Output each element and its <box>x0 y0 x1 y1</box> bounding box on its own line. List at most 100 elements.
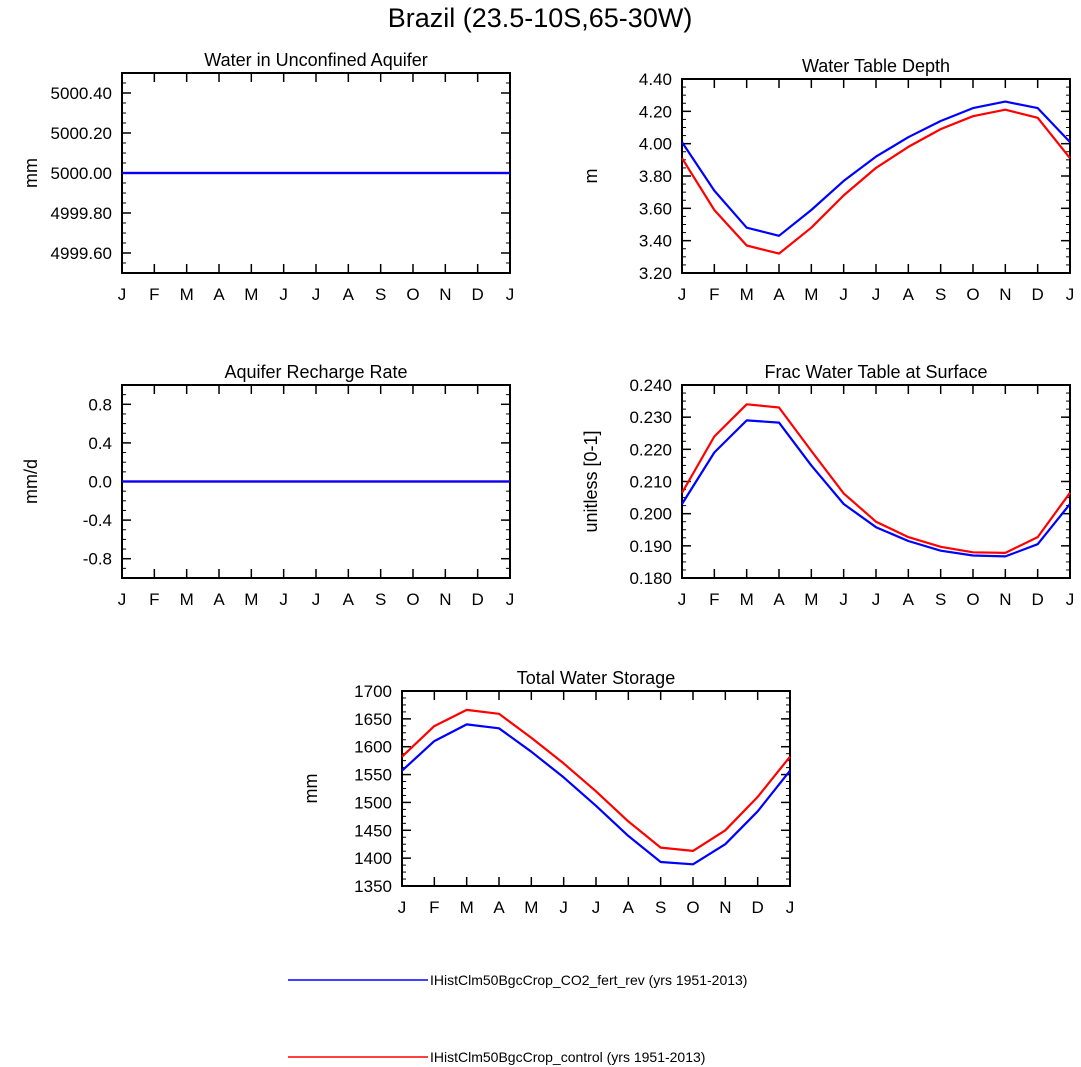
y-tick-label: 4999.60 <box>51 244 112 263</box>
x-tick-label: F <box>709 285 719 304</box>
chart-frac-water-table-at-surface: Frac Water Table at Surface unitless [0-1… <box>581 362 1074 609</box>
x-tick-label: O <box>686 898 699 917</box>
x-tick-label: S <box>935 590 946 609</box>
y-tick-label: 3.20 <box>639 264 672 283</box>
x-tick-label: O <box>406 590 419 609</box>
y-axis-label: mm/d <box>21 459 41 504</box>
figure-title: Brazil (23.5-10S,65-30W) <box>388 3 693 33</box>
x-tick-label: J <box>279 285 288 304</box>
x-tick-label: A <box>903 590 915 609</box>
y-tick-label: 0.210 <box>629 473 672 492</box>
x-tick-label: J <box>1066 285 1075 304</box>
x-tick-label: D <box>1032 590 1044 609</box>
chart-title: Frac Water Table at Surface <box>764 362 987 382</box>
y-axis-label: unitless [0-1] <box>581 430 601 532</box>
y-tick-label: 3.60 <box>639 199 672 218</box>
y-tick-label: 3.40 <box>639 232 672 251</box>
x-tick-label: M <box>244 285 258 304</box>
x-tick-label: J <box>559 898 568 917</box>
y-tick-label: 0.180 <box>629 569 672 588</box>
x-tick-label: A <box>623 898 635 917</box>
y-tick-label: 0.8 <box>88 395 112 414</box>
x-tick-label: A <box>213 285 225 304</box>
x-tick-label: J <box>678 285 687 304</box>
x-tick-label: N <box>719 898 731 917</box>
x-tick-label: M <box>524 898 538 917</box>
x-tick-label: M <box>740 590 754 609</box>
y-axis-label: m <box>581 169 601 184</box>
y-tick-label: 1550 <box>354 766 392 785</box>
x-tick-label: N <box>999 285 1011 304</box>
plot-frame <box>681 78 1071 274</box>
x-tick-label: J <box>312 285 321 304</box>
series-line-co2-fert-rev <box>401 723 791 866</box>
x-tick-label: J <box>786 898 795 917</box>
series-line-co2-fert-rev <box>681 100 1071 237</box>
x-tick-label: S <box>935 285 946 304</box>
legend-label-co2-fert-rev: IHistClm50BgcCrop_CO2_fert_rev (yrs 1951… <box>430 972 747 988</box>
chart-title: Total Water Storage <box>517 668 675 688</box>
x-tick-label: N <box>439 590 451 609</box>
y-tick-label: 4.20 <box>639 102 672 121</box>
x-tick-label: O <box>966 285 979 304</box>
x-tick-label: M <box>460 898 474 917</box>
x-tick-label: F <box>149 285 159 304</box>
x-tick-label: S <box>375 590 386 609</box>
y-tick-label: 4999.80 <box>51 204 112 223</box>
y-tick-label: 0.240 <box>629 376 672 395</box>
x-tick-label: A <box>343 285 355 304</box>
y-tick-label: 0.0 <box>88 473 112 492</box>
x-tick-label: J <box>592 898 601 917</box>
x-tick-label: J <box>839 590 848 609</box>
x-tick-label: D <box>752 898 764 917</box>
y-tick-label: 0.220 <box>629 440 672 459</box>
x-tick-label: A <box>213 590 225 609</box>
x-tick-label: A <box>903 285 915 304</box>
series-line-control <box>681 108 1071 255</box>
y-tick-label: 0.200 <box>629 505 672 524</box>
x-tick-label: J <box>872 590 881 609</box>
x-tick-label: D <box>472 285 484 304</box>
y-axis-label: mm <box>301 774 321 804</box>
x-tick-label: M <box>244 590 258 609</box>
y-tick-label: 1500 <box>354 793 392 812</box>
x-tick-label: O <box>406 285 419 304</box>
y-tick-label: 5000.00 <box>51 164 112 183</box>
x-tick-label: J <box>398 898 407 917</box>
x-tick-label: J <box>678 590 687 609</box>
x-tick-label: M <box>740 285 754 304</box>
y-tick-label: 1650 <box>354 710 392 729</box>
y-tick-label: 1400 <box>354 849 392 868</box>
x-tick-label: N <box>439 285 451 304</box>
x-tick-label: M <box>804 285 818 304</box>
x-tick-label: J <box>506 590 515 609</box>
y-tick-label: -0.8 <box>83 550 112 569</box>
x-tick-label: A <box>493 898 505 917</box>
y-tick-label: 4.00 <box>639 135 672 154</box>
series-line-control <box>681 403 1071 555</box>
x-tick-label: J <box>118 590 127 609</box>
y-tick-label: 4.40 <box>639 70 672 89</box>
x-tick-label: J <box>312 590 321 609</box>
x-tick-label: A <box>773 590 785 609</box>
series-line-co2-fert-rev <box>681 419 1071 558</box>
legend: IHistClm50BgcCrop_CO2_fert_rev (yrs 1951… <box>288 972 747 1065</box>
y-tick-label: 1700 <box>354 682 392 701</box>
plot-frame <box>401 690 791 887</box>
y-tick-label: 3.80 <box>639 167 672 186</box>
x-tick-label: A <box>343 590 355 609</box>
x-tick-label: S <box>375 285 386 304</box>
x-tick-label: J <box>1066 590 1075 609</box>
y-tick-label: 1600 <box>354 738 392 757</box>
y-tick-label: 5000.20 <box>51 124 112 143</box>
chart-title: Aquifer Recharge Rate <box>224 362 407 382</box>
x-tick-label: J <box>279 590 288 609</box>
x-tick-label: J <box>118 285 127 304</box>
